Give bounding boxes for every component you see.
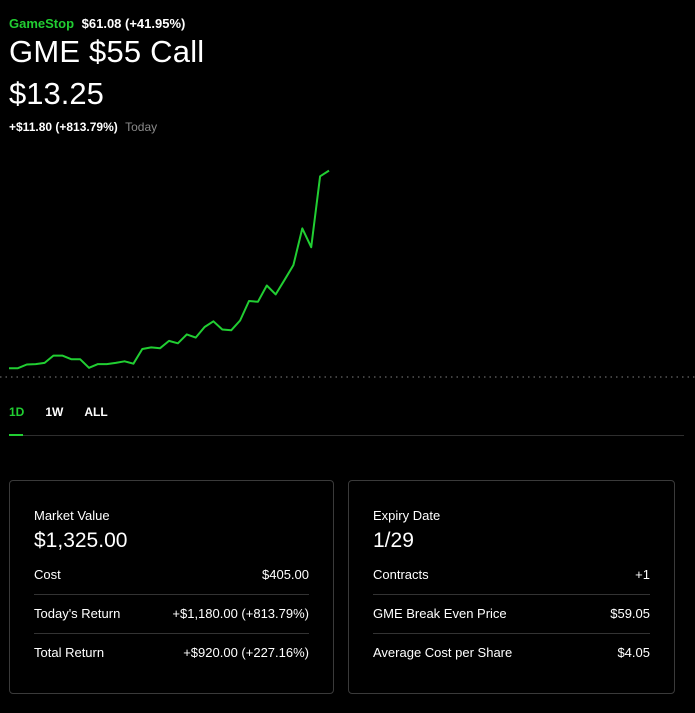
cost-value: $405.00 xyxy=(262,567,309,582)
price-change: +$11.80 (+813.79%) Today xyxy=(9,120,157,134)
cost-label: Cost xyxy=(34,567,61,582)
todays-return-label: Today's Return xyxy=(34,606,121,621)
total-return-label: Total Return xyxy=(34,645,105,660)
todays-return-row: Today's Return +$1,180.00 (+813.79%) xyxy=(34,594,309,634)
avg-cost-value: $4.05 xyxy=(617,645,650,660)
todays-return-value: +$1,180.00 (+813.79%) xyxy=(172,606,309,621)
break-even-label: GME Break Even Price xyxy=(373,606,507,621)
contracts-label: Contracts xyxy=(373,567,429,582)
expiry-date-label: Expiry Date xyxy=(373,508,441,523)
avg-cost-label: Average Cost per Share xyxy=(373,645,513,660)
price-change-period: Today xyxy=(125,120,158,134)
avg-cost-row: Average Cost per Share $4.05 xyxy=(373,633,650,672)
underlying-price: $61.08 (+41.95%) xyxy=(81,16,186,31)
total-return-row: Total Return +$920.00 (+227.16%) xyxy=(34,633,309,672)
cost-row: Cost $405.00 xyxy=(34,555,309,595)
chart-series-line xyxy=(9,169,330,370)
total-return-value: +$920.00 (+227.16%) xyxy=(183,645,309,660)
tab-1w[interactable]: 1W xyxy=(45,405,64,419)
active-tab-indicator xyxy=(9,434,23,436)
ticker-line: GameStop $61.08 (+41.95%) xyxy=(9,16,185,31)
time-range-tabs: 1D 1W ALL xyxy=(9,405,129,419)
market-value: $1,325.00 xyxy=(34,529,128,552)
market-value-card: Market Value $1,325.00 Cost $405.00 Toda… xyxy=(9,480,334,694)
page-title: GME $55 Call xyxy=(9,34,205,69)
market-value-label: Market Value xyxy=(34,508,110,523)
expiry-date: 1/29 xyxy=(373,529,414,552)
tab-1d[interactable]: 1D xyxy=(9,405,25,419)
price-chart[interactable] xyxy=(0,150,695,390)
expiry-card: Expiry Date 1/29 Contracts +1 GME Break … xyxy=(348,480,675,694)
contracts-value: +1 xyxy=(635,567,650,582)
underlying-name[interactable]: GameStop xyxy=(9,16,75,31)
tab-all[interactable]: ALL xyxy=(84,405,108,419)
break-even-value: $59.05 xyxy=(610,606,650,621)
break-even-row: GME Break Even Price $59.05 xyxy=(373,594,650,634)
price-change-value: +$11.80 (+813.79%) xyxy=(9,120,118,134)
option-price: $13.25 xyxy=(9,76,104,111)
contracts-row: Contracts +1 xyxy=(373,555,650,595)
tabs-divider xyxy=(9,435,684,436)
